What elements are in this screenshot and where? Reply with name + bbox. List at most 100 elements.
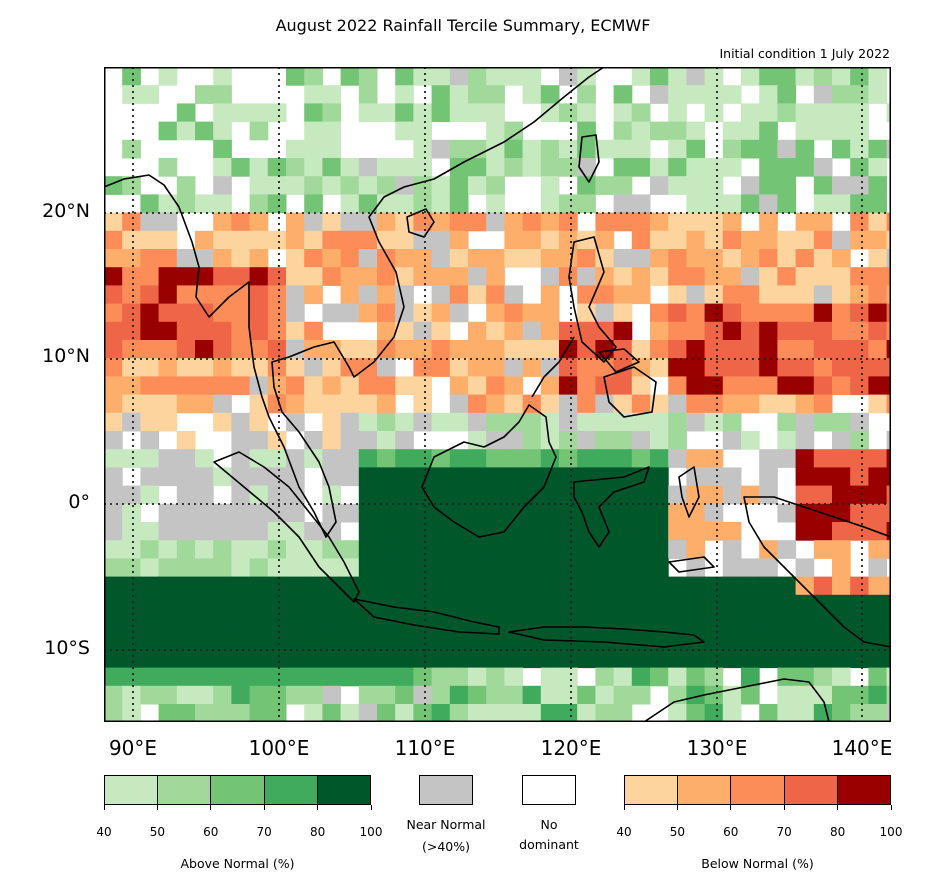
grid-cell <box>686 631 706 650</box>
grid-cell <box>795 158 815 177</box>
grid-cell <box>832 558 851 578</box>
grid-cell <box>304 558 323 578</box>
grid-cell <box>777 631 797 650</box>
grid-cell <box>777 667 797 687</box>
grid-cell <box>249 303 269 323</box>
grid-cell <box>559 212 578 232</box>
grid-cell <box>850 194 869 214</box>
grid-cell <box>704 194 724 214</box>
grid-cell <box>722 230 742 250</box>
above-swatch-80-100 <box>317 776 371 804</box>
lon-label-100e: 100°E <box>248 736 310 760</box>
grid-cell <box>413 412 433 432</box>
below-normal-caption: Below Normal (%) <box>701 856 814 871</box>
grid-cell <box>431 540 451 559</box>
grid-cell <box>722 431 742 450</box>
grid-cell <box>540 449 560 468</box>
grid-cell <box>650 321 669 341</box>
grid-cell <box>486 249 505 268</box>
grid-cell <box>522 158 542 177</box>
grid-cell <box>286 613 305 632</box>
grid-cell <box>431 704 451 722</box>
grid-cell <box>340 467 360 487</box>
grid-cell <box>777 685 797 705</box>
grid-cell <box>832 631 851 650</box>
grid-cell <box>122 67 141 86</box>
grid-cell <box>868 613 888 632</box>
grid-cell <box>741 285 760 305</box>
coastline-borneo <box>421 404 557 538</box>
grid-cell <box>868 194 888 214</box>
grid-cell <box>340 303 360 323</box>
grid-cell <box>304 267 323 286</box>
above-swatch-50-60 <box>158 776 212 804</box>
grid-cell <box>213 631 232 650</box>
grid-cell <box>286 394 305 414</box>
grid-cell <box>850 303 869 323</box>
grid-cell <box>267 103 287 123</box>
grid-cell <box>158 230 178 250</box>
grid-cell <box>322 212 342 232</box>
grid-cell <box>595 230 615 250</box>
grid-cell <box>176 667 196 687</box>
grid-cell <box>140 540 160 559</box>
grid-cell <box>195 303 214 323</box>
grid-cell <box>340 176 360 195</box>
grid-cell <box>795 394 815 414</box>
grid-cell <box>559 704 578 722</box>
grid-cell <box>486 321 505 341</box>
grid-cell <box>267 431 287 450</box>
grid-cell <box>431 412 451 432</box>
grid-cell <box>577 230 596 250</box>
grid-cell <box>449 631 469 650</box>
grid-cell <box>231 704 251 722</box>
grid-cell <box>413 704 433 722</box>
grid-cell <box>395 558 414 578</box>
grid-cell <box>668 431 687 450</box>
grid-cell <box>577 321 596 341</box>
grid-cell <box>504 285 524 305</box>
above-swatch-40-50 <box>105 776 159 804</box>
grid-cell <box>158 649 178 669</box>
grid-cell <box>213 540 232 559</box>
grid-cell <box>759 230 778 250</box>
grid-cell <box>486 412 505 432</box>
grid-cell <box>686 594 706 614</box>
coastline-taiwan <box>578 134 600 183</box>
grid-cell <box>304 631 323 650</box>
grid-cell <box>195 667 214 687</box>
grid-cell <box>686 249 706 268</box>
grid-cell <box>486 85 505 104</box>
grid-cell <box>704 85 724 104</box>
grid-cell <box>158 540 178 559</box>
grid-cell <box>850 230 869 250</box>
grid-cell <box>431 285 451 305</box>
grid-cell <box>176 267 196 286</box>
grid-cell <box>522 358 542 377</box>
grid-cell <box>522 540 542 559</box>
grid-cell <box>795 376 815 396</box>
coastline-visayas <box>598 348 640 373</box>
grid-cell <box>613 558 633 578</box>
grid-cell <box>431 558 451 578</box>
grid-cell <box>413 194 433 214</box>
grid-cell <box>595 576 615 596</box>
grid-cell <box>176 594 196 614</box>
grid-cell <box>759 594 778 614</box>
grid-cell <box>650 540 669 559</box>
grid-cell <box>286 158 305 177</box>
grid-cell <box>377 467 396 487</box>
grid-cell <box>504 576 524 596</box>
grid-cell <box>613 412 633 432</box>
grid-cell <box>813 667 833 687</box>
grid-cell <box>577 467 596 487</box>
grid-cell <box>577 176 596 195</box>
grid-cell <box>832 121 851 141</box>
grid-cell <box>668 358 687 377</box>
grid-cell <box>777 303 797 323</box>
grid-cell <box>832 340 851 359</box>
grid-cell <box>613 85 633 104</box>
grid-cell <box>140 685 160 705</box>
grid-cell <box>595 321 615 341</box>
grid-cell <box>249 467 269 487</box>
